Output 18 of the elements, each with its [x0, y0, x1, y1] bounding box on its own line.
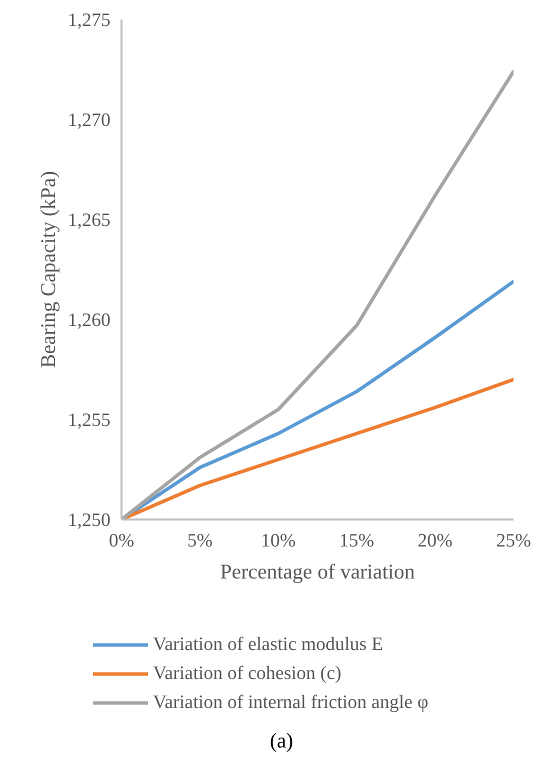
y-tick-label: 1,275: [68, 10, 110, 31]
x-tick-label: 20%: [418, 530, 453, 552]
y-tick-label: 1,255: [68, 410, 110, 431]
x-tick-label: 0%: [108, 530, 134, 552]
text: (a): [270, 728, 294, 752]
x-tick-label: 25%: [496, 530, 532, 552]
y-tick-label: 1,250: [68, 510, 110, 531]
x-tick-label: 5%: [187, 530, 213, 552]
y-tick-label: 1,260: [68, 310, 110, 331]
legend-label: Variation of elastic modulus E: [153, 632, 384, 656]
x-axis-title: Percentage of variation: [220, 560, 416, 584]
y-axis-title: Bearing Capacity (kPa): [36, 170, 60, 368]
legend-label: Variation of cohesion (c): [153, 662, 342, 686]
legend-label: Variation of internal friction angle φ: [153, 690, 428, 714]
x-tick-label: 15%: [339, 530, 374, 552]
x-tick-label: 10%: [260, 530, 296, 552]
y-tick-label: 1,265: [68, 210, 110, 231]
y-tick-label: 1,270: [68, 110, 110, 131]
